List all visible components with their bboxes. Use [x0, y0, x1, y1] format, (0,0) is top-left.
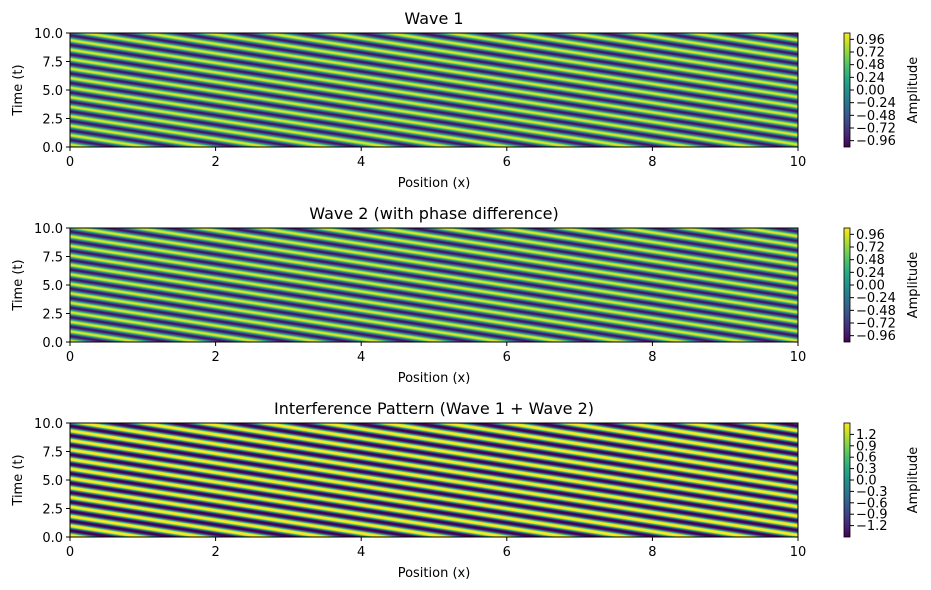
y-tick-label: 5.0 — [42, 474, 63, 489]
y-axis-label: Time (t) — [11, 259, 26, 311]
y-tick-label: 5.0 — [42, 84, 63, 99]
x-tick-label: 6 — [503, 155, 511, 170]
colorbar-tick-label: 0.0 — [856, 474, 877, 489]
colorbar-label: Amplitude — [906, 57, 921, 124]
colorbar-label: Amplitude — [906, 252, 921, 319]
x-axis-label: Position (x) — [398, 566, 471, 581]
colorbar-tick-label: 0.00 — [856, 84, 885, 99]
colorbar-tick-label: −0.72 — [856, 122, 896, 137]
x-axis-label: Position (x) — [398, 176, 471, 191]
colorbar-tick-label: −1.2 — [856, 519, 888, 534]
colorbar-tick-label: 0.00 — [856, 279, 885, 294]
colorbar-tick-label: −0.48 — [856, 304, 896, 319]
colorbar-tick-label: −0.6 — [856, 496, 888, 511]
colorbar-tick-label: −0.96 — [856, 329, 896, 344]
colorbar-label: Amplitude — [906, 447, 921, 514]
y-tick-label: 10.0 — [34, 417, 63, 432]
subplot-1: Wave 1 0 2 4 6 8 10 0.0 2.5 5.0 7.5 10.0 Position (x… — [11, 9, 921, 191]
y-axis-label: Time (t) — [11, 64, 26, 116]
x-tick-label: 2 — [211, 350, 219, 365]
y-tick-label: 0.0 — [42, 141, 63, 156]
x-tick-label: 10 — [790, 545, 807, 560]
colorbar-tick-label: 0.48 — [856, 253, 885, 268]
colorbar-tick-label: −0.24 — [856, 291, 896, 306]
x-tick-label: 4 — [357, 350, 365, 365]
x-tick-label: 8 — [648, 155, 656, 170]
y-tick-label: 10.0 — [34, 222, 63, 237]
colorbar-tick-label: 0.3 — [856, 462, 877, 477]
colorbar-tick-label: 0.9 — [856, 439, 877, 454]
x-tick-label: 4 — [357, 545, 365, 560]
subplot-title: Wave 2 (with phase difference) — [309, 204, 558, 223]
colorbar-tick-label: 0.72 — [856, 46, 885, 61]
subplot-title: Interference Pattern (Wave 1 + Wave 2) — [274, 399, 594, 418]
y-tick-label: 0.0 — [42, 531, 63, 546]
x-tick-label: 6 — [503, 350, 511, 365]
colorbar-scale — [843, 227, 851, 343]
colorbar-tick-label: −0.24 — [856, 96, 896, 111]
colorbar-scale — [843, 422, 851, 538]
x-tick-label: 10 — [790, 155, 807, 170]
x-tick-label: 2 — [211, 155, 219, 170]
subplot-title: Wave 1 — [404, 9, 463, 28]
colorbar-tick-label: −0.96 — [856, 134, 896, 149]
x-tick-label: 0 — [66, 350, 74, 365]
y-tick-label: 7.5 — [42, 56, 63, 71]
colorbar-tick-label: 0.24 — [856, 266, 885, 281]
colorbar-tick-label: 0.96 — [856, 228, 885, 243]
heatmap-image — [70, 228, 798, 342]
colorbar: 0.960.720.480.240.00−0.24−0.48−0.72−0.96… — [843, 227, 921, 344]
y-tick-label: 2.5 — [42, 503, 63, 518]
x-tick-label: 0 — [66, 545, 74, 560]
colorbar-tick-label: 1.2 — [856, 428, 877, 443]
colorbar-tick-label: 0.6 — [856, 451, 877, 466]
heatmap-image — [70, 33, 798, 147]
heatmap-image — [70, 423, 798, 537]
subplot-3: Interference Pattern (Wave 1 + Wave 2) 0 2… — [11, 399, 921, 581]
colorbar-scale — [843, 32, 851, 148]
y-tick-label: 0.0 — [42, 336, 63, 351]
x-tick-label: 4 — [357, 155, 365, 170]
x-tick-label: 6 — [503, 545, 511, 560]
x-tick-label: 2 — [211, 545, 219, 560]
colorbar-tick-label: −0.72 — [856, 317, 896, 332]
colorbar-tick-label: 0.48 — [856, 58, 885, 73]
y-tick-label: 2.5 — [42, 113, 63, 128]
y-tick-label: 2.5 — [42, 308, 63, 323]
colorbar-tick-label: 0.72 — [856, 241, 885, 256]
y-tick-label: 10.0 — [34, 27, 63, 42]
y-axis-label: Time (t) — [11, 454, 26, 506]
x-tick-label: 8 — [648, 545, 656, 560]
x-axis-label: Position (x) — [398, 371, 471, 386]
colorbar-tick-label: −0.3 — [856, 485, 888, 500]
y-tick-label: 7.5 — [42, 446, 63, 461]
y-tick-label: 7.5 — [42, 251, 63, 266]
colorbar: 0.960.720.480.240.00−0.24−0.48−0.72−0.96… — [843, 32, 921, 149]
x-tick-label: 0 — [66, 155, 74, 170]
x-tick-label: 10 — [790, 350, 807, 365]
x-tick-label: 8 — [648, 350, 656, 365]
colorbar-tick-label: −0.48 — [856, 109, 896, 124]
y-tick-label: 5.0 — [42, 279, 63, 294]
colorbar: 1.20.90.60.30.0−0.3−0.6−0.9−1.2 Amplitude — [843, 422, 921, 538]
colorbar-tick-label: 0.24 — [856, 71, 885, 86]
colorbar-tick-label: −0.9 — [856, 508, 888, 523]
subplot-2: Wave 2 (with phase difference) 0 2 4 6 8 10 0.0… — [11, 204, 921, 386]
colorbar-tick-label: 0.96 — [856, 33, 885, 48]
